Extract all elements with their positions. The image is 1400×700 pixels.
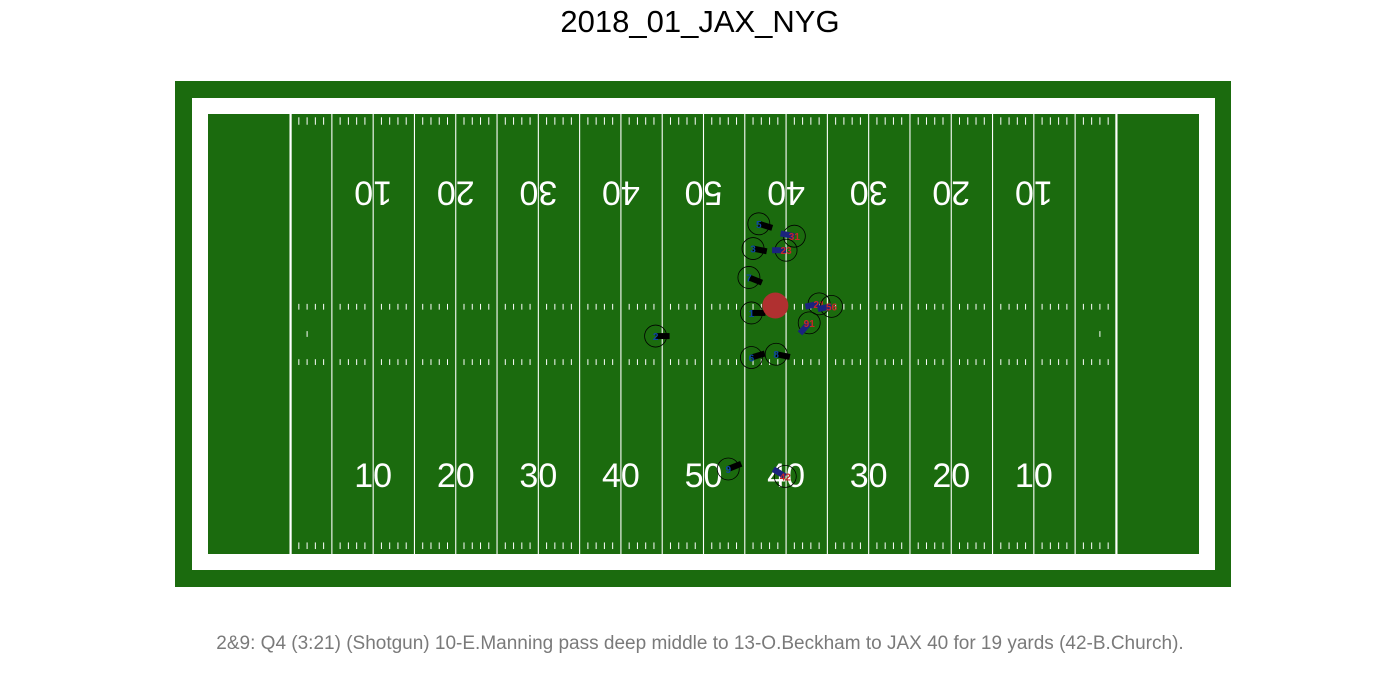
- player-jersey-number: 5: [756, 220, 762, 231]
- player-direction: [750, 350, 766, 361]
- offense-player: 2: [644, 324, 670, 348]
- yard-number-bottom: 10: [1015, 457, 1053, 495]
- player-jersey-number: 2: [653, 332, 659, 343]
- player-jersey-number: 8: [773, 350, 779, 361]
- player-markers: 2 5 3 7 1 6 8 9 31 23 21 56 91 42: [644, 212, 843, 488]
- yard-number-labels: 10 20 30 40 50 40 30 20 10 10 20 30 40 50 40 30 20 10: [354, 173, 1052, 495]
- yard-number-top: 10: [354, 173, 392, 211]
- yard-number-top: 40: [767, 173, 805, 211]
- defense-player: 42: [771, 465, 797, 488]
- player-direction: [797, 320, 812, 336]
- yard-number-bottom: 40: [602, 457, 640, 495]
- player-jersey-number: 56: [826, 302, 838, 313]
- player-jersey-number: 6: [749, 354, 755, 365]
- yard-number-top: 50: [685, 173, 723, 211]
- yard-number-bottom: 40: [767, 457, 805, 495]
- offense-player: 6: [739, 346, 766, 369]
- offense-player: 5: [747, 212, 774, 236]
- player-ring: [797, 311, 821, 335]
- player-jersey-number: 23: [781, 246, 793, 257]
- player-direction: [780, 230, 795, 240]
- player-direction: [727, 460, 743, 472]
- yard-number-bottom: 30: [519, 457, 557, 495]
- player-jersey-number: 31: [789, 232, 801, 243]
- player-direction: [804, 300, 820, 310]
- player-jersey-number: 21: [814, 300, 826, 311]
- yard-number-bottom: 10: [354, 457, 392, 495]
- play-description: 2&9: Q4 (3:21) (Shotgun) 10-E.Manning pa…: [216, 633, 1184, 654]
- defense-player: 56: [817, 294, 843, 318]
- yard-number-top: 10: [1015, 173, 1053, 211]
- offense-player: 9: [716, 457, 743, 481]
- yard-number-bottom: 30: [850, 457, 888, 495]
- player-jersey-number: 3: [750, 245, 756, 256]
- football-marker: [762, 292, 789, 319]
- player-jersey-number: 7: [746, 273, 752, 284]
- player-jersey-number: 91: [804, 319, 816, 330]
- offense-player: 7: [737, 266, 764, 289]
- yard-number-bottom: 20: [932, 457, 970, 495]
- yard-number-bottom: 20: [437, 457, 475, 495]
- defense-player: 31: [780, 224, 806, 248]
- page-title: 2018_01_JAX_NYG: [560, 4, 840, 39]
- defense-player: 91: [797, 311, 821, 336]
- yard-number-top: 30: [519, 173, 557, 211]
- offense-player: 3: [741, 237, 768, 260]
- player-jersey-number: 42: [780, 472, 792, 483]
- player-jersey-number: 1: [749, 309, 755, 320]
- player-ring: [773, 465, 797, 488]
- yard-number-bottom: 50: [685, 457, 723, 495]
- defense-player: 23: [772, 238, 798, 262]
- yard-number-top: 30: [850, 173, 888, 211]
- player-jersey-number: 9: [725, 465, 731, 476]
- player-ring: [747, 212, 771, 236]
- yard-number-top: 20: [932, 173, 970, 211]
- player-direction: [817, 303, 833, 313]
- yard-number-top: 20: [437, 173, 475, 211]
- player-direction: [752, 245, 768, 255]
- player-direction: [757, 220, 774, 231]
- yard-number-top: 40: [602, 173, 640, 211]
- offense-player: 8: [764, 342, 791, 366]
- yard-lines: [289, 114, 1118, 554]
- player-direction: [747, 274, 764, 286]
- offense-player: 1: [739, 301, 766, 325]
- player-ring: [737, 266, 761, 289]
- player-direction: [775, 351, 791, 360]
- player-ring: [739, 346, 763, 369]
- player-direction: [771, 466, 787, 479]
- player-ring: [716, 457, 740, 481]
